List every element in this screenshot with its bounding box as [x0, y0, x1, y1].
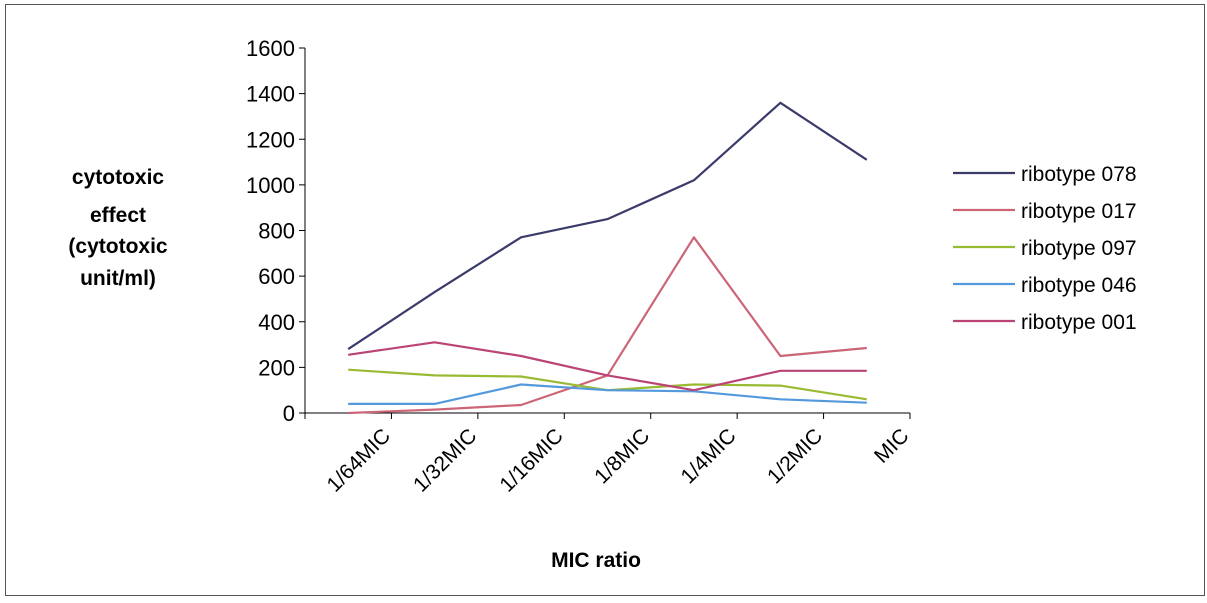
- y-tick-label: 1600: [246, 36, 295, 61]
- y-tick-label: 400: [258, 310, 295, 335]
- legend-label: ribotype 097: [1021, 237, 1137, 260]
- legend-label: ribotype 046: [1021, 274, 1137, 297]
- plot-area: 0 200 400 600 800 1000 1200 1400 1600 1/64MIC 1/32…: [246, 36, 913, 497]
- y-tick-label: 0: [283, 401, 295, 426]
- legend: ribotype 078 ribotype 017 ribotype 097 ribo…: [953, 163, 1137, 334]
- y-tick-label: 800: [258, 219, 295, 244]
- legend-label: ribotype 001: [1021, 311, 1137, 334]
- legend-label: ribotype 078: [1021, 163, 1137, 186]
- series-line: [347, 101, 868, 351]
- y-axis-title-line: effect: [90, 204, 146, 227]
- x-tick-label: 1/8MIC: [590, 424, 654, 488]
- y-axis-title-line: (cytotoxic: [68, 235, 168, 258]
- y-axis-title-line: cytotoxic: [72, 166, 165, 189]
- y-tick-label: 1200: [246, 127, 295, 152]
- chart-frame: [5, 4, 1205, 596]
- x-tick-label: 1/2MIC: [763, 424, 827, 488]
- y-tick-label: 1400: [246, 82, 295, 107]
- x-tick-label: 1/16MIC: [495, 424, 567, 496]
- series-line: [348, 341, 867, 392]
- y-tick-label: 600: [258, 264, 295, 289]
- x-tick-label: 1/32MIC: [409, 424, 481, 496]
- x-tick-label: 1/64MIC: [323, 424, 395, 496]
- x-tick-label: 1/4MIC: [677, 424, 741, 488]
- x-axis-title: MIC ratio: [551, 549, 641, 572]
- x-tick-label: MIC: [870, 424, 913, 467]
- y-tick-label: 1000: [246, 173, 295, 198]
- y-tick-label: 200: [258, 355, 295, 380]
- legend-label: ribotype 017: [1021, 200, 1137, 223]
- series-line: [348, 383, 867, 405]
- y-axis-title: cytotoxic effect (cytotoxic unit/ml): [68, 166, 168, 290]
- y-axis-title-line: unit/ml): [80, 267, 156, 290]
